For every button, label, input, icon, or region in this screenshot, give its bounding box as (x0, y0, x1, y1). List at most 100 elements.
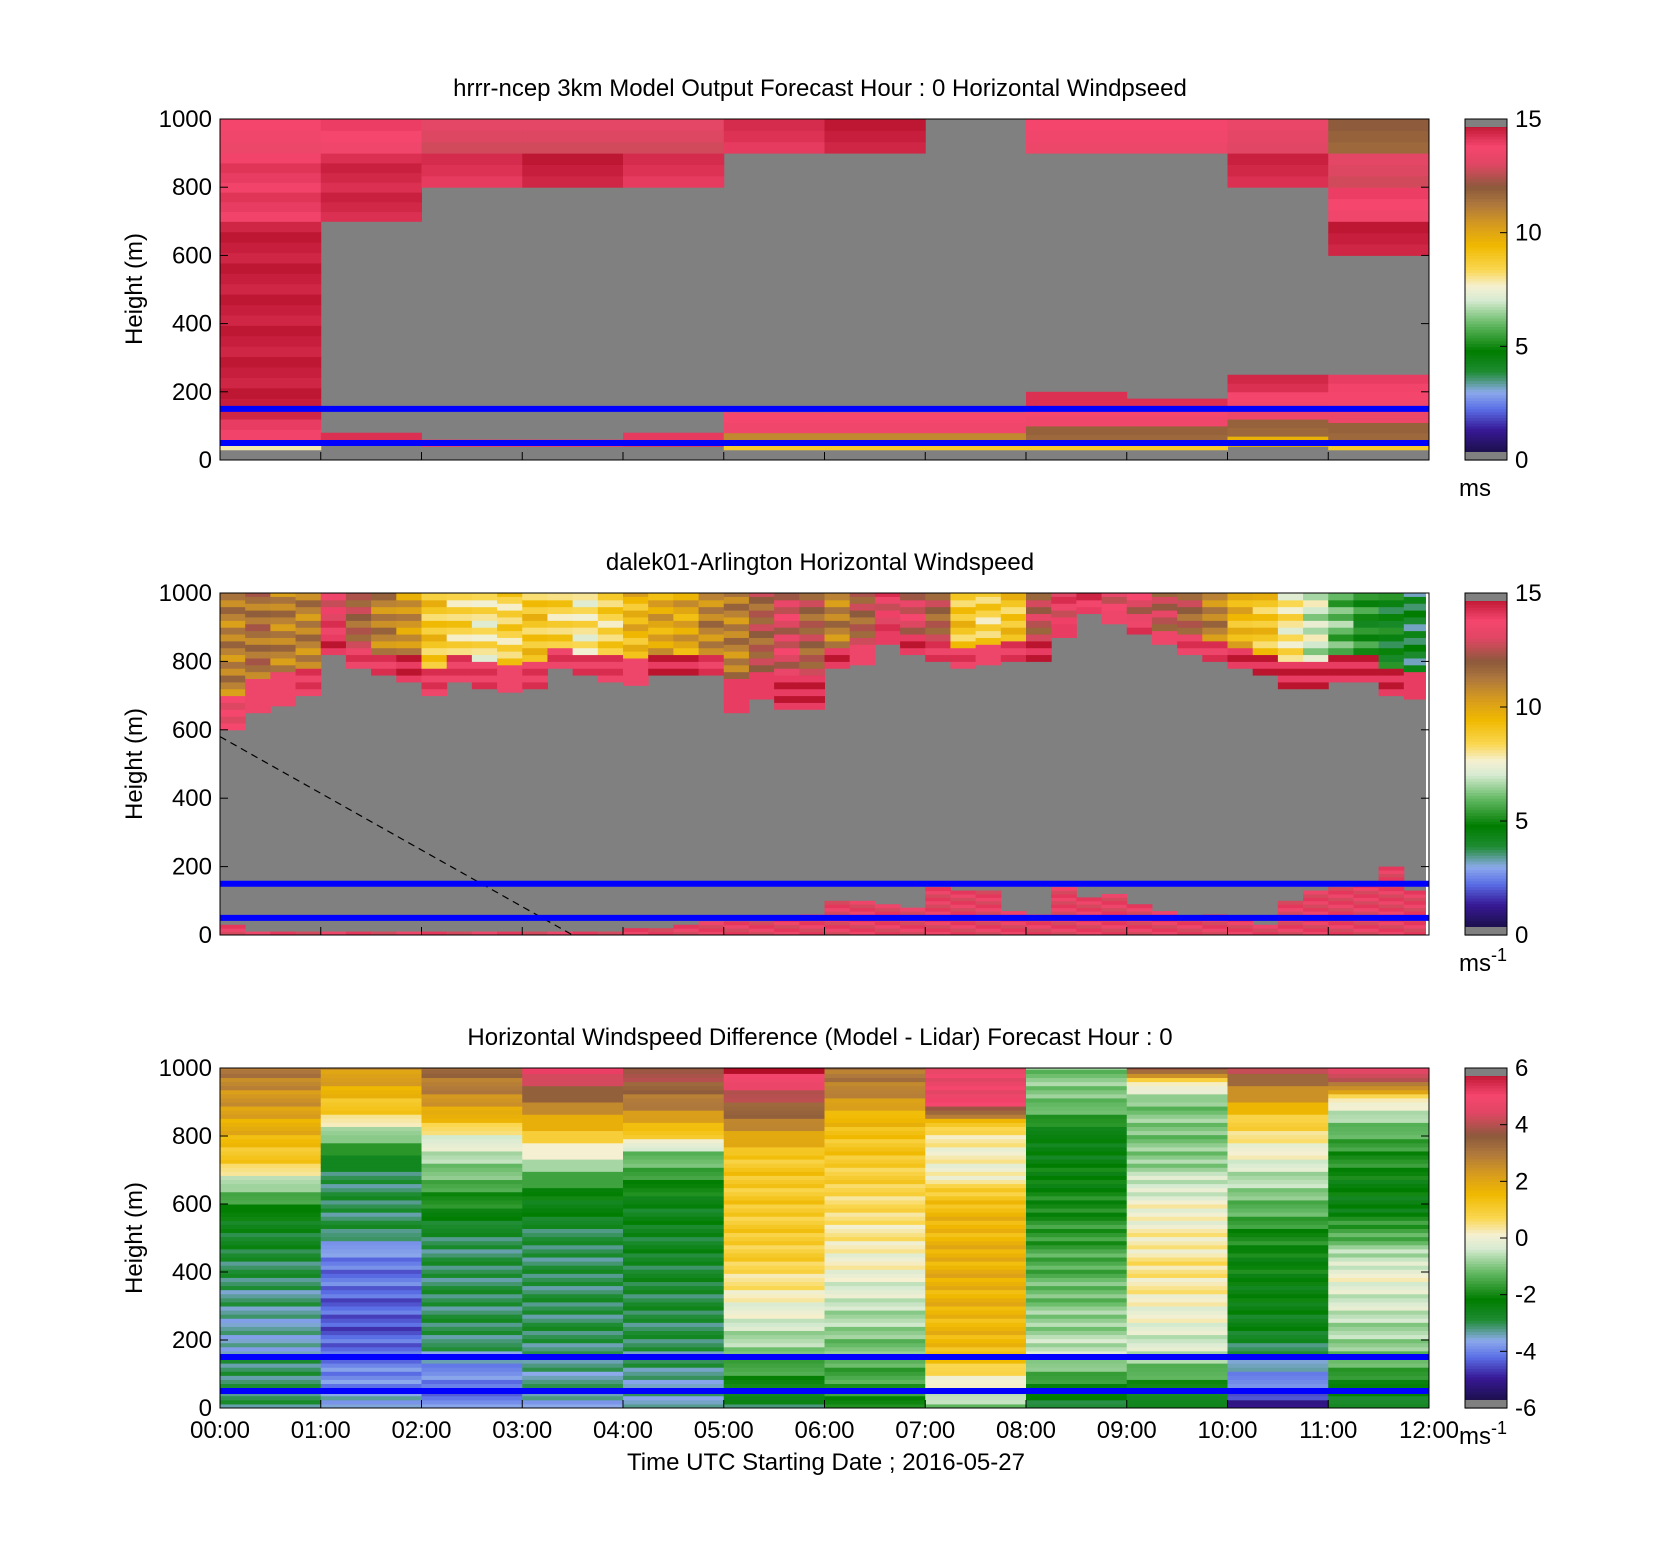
heatmap-cell (1403, 616, 1430, 625)
heatmap-cell (824, 1224, 926, 1229)
heatmap-cell (1076, 593, 1103, 601)
heatmap-cell (1076, 931, 1103, 936)
colorbar-swatch (1465, 1368, 1507, 1372)
heatmap-cell (1227, 1269, 1329, 1274)
heatmap-cell (1277, 681, 1304, 690)
heatmap-cell (1277, 900, 1304, 905)
heatmap-cell (220, 709, 246, 717)
heatmap-cell (1328, 647, 1354, 656)
y-tick-label: 200 (172, 379, 212, 406)
colorbar-swatch (1465, 792, 1507, 796)
heatmap-cell (1202, 931, 1228, 936)
heatmap-cell (421, 1106, 523, 1111)
heatmap-cell (320, 1183, 422, 1189)
heatmap-cell (220, 1142, 322, 1148)
heatmap-cell (1177, 627, 1203, 635)
heatmap-cell (748, 678, 775, 686)
heatmap-cell (1227, 383, 1329, 393)
heatmap-cell (1026, 1277, 1128, 1283)
heatmap-cell (1403, 904, 1430, 909)
heatmap-cell (1353, 887, 1380, 892)
heatmap-cell (1026, 1146, 1128, 1152)
heatmap-cell (270, 931, 297, 936)
heatmap-cell (824, 1367, 926, 1372)
heatmap-cell (471, 599, 498, 608)
heatmap-cell (1000, 928, 1027, 933)
heatmap-cell (421, 640, 448, 649)
colorbar-swatch (1465, 360, 1507, 364)
heatmap-cell (1227, 654, 1254, 662)
heatmap-cell (597, 668, 624, 676)
heatmap-cell (849, 924, 876, 929)
heatmap-cell (1126, 1167, 1228, 1172)
heatmap-cell (824, 1159, 926, 1164)
heatmap-cell (320, 1122, 422, 1127)
heatmap-cell (723, 1346, 825, 1352)
heatmap-cell (1353, 640, 1380, 649)
heatmap-cell (824, 1285, 926, 1291)
heatmap-cell (421, 1175, 523, 1181)
heatmap-cell (748, 644, 775, 652)
heatmap-cell (1277, 654, 1304, 662)
heatmap-cell (1126, 1187, 1228, 1193)
colorbar-swatch (1465, 440, 1507, 444)
heatmap-cell (1227, 1163, 1329, 1168)
heatmap-cell (723, 442, 825, 451)
heatmap-cell (1126, 1314, 1228, 1319)
colorbar-swatch (1465, 1187, 1507, 1191)
heatmap-cell (723, 1167, 825, 1172)
heatmap-cell (1227, 1081, 1329, 1087)
heatmap-cell (345, 634, 372, 642)
heatmap-cell (1026, 1399, 1128, 1405)
colorbar-swatch (1465, 1085, 1507, 1089)
heatmap-cell (1328, 1367, 1430, 1372)
heatmap-cell (623, 164, 725, 177)
heatmap-cell (371, 606, 397, 615)
colorbar-swatch (1465, 235, 1507, 239)
heatmap-cell (1252, 654, 1279, 662)
heatmap-cell (1328, 904, 1354, 909)
heatmap-cell (220, 419, 322, 430)
colorbar-swatch (1465, 1127, 1507, 1131)
heatmap-cell (270, 610, 297, 618)
heatmap-cell (320, 1379, 422, 1385)
colorbar-swatch (1465, 1093, 1507, 1097)
colorbar-swatch (1465, 1079, 1507, 1083)
heatmap-cell (748, 596, 775, 604)
heatmap-cell (421, 1114, 523, 1119)
heatmap-cell (421, 1248, 523, 1254)
heatmap-cell (1151, 911, 1178, 915)
heatmap-cell (1227, 1224, 1329, 1229)
heatmap-cell (1227, 1375, 1329, 1380)
heatmap-cell (522, 1081, 624, 1087)
heatmap-cell (522, 1146, 624, 1152)
heatmap-cell (774, 640, 800, 649)
heatmap-cell (698, 921, 725, 926)
heatmap-cell (723, 1379, 825, 1385)
heatmap-cell (270, 678, 297, 686)
heatmap-cell (497, 644, 523, 652)
heatmap-cell (220, 130, 322, 143)
heatmap-cell (1303, 897, 1329, 902)
heatmap-cell (320, 1289, 422, 1295)
heatmap-cell (245, 705, 271, 714)
colorbar-swatch (1465, 1289, 1507, 1293)
heatmap-cell (925, 1159, 1027, 1164)
colorbar-swatch (1465, 192, 1507, 197)
colorbar-swatch (1465, 843, 1507, 848)
heatmap-cell (220, 1244, 322, 1250)
colorbar-swatch (1465, 672, 1507, 677)
heatmap-cell (1126, 1289, 1228, 1295)
heatmap-cell (1227, 931, 1254, 936)
colorbar-swatch (1465, 1376, 1507, 1381)
heatmap-cell (824, 921, 851, 926)
heatmap-cell (1126, 1228, 1228, 1234)
heatmap-cell (220, 1118, 322, 1123)
heatmap-cell (925, 1114, 1027, 1119)
colorbar-swatch (1465, 1076, 1507, 1080)
heatmap-cell (925, 1273, 1027, 1278)
colorbar-swatch (1465, 369, 1507, 373)
heatmap-cell (1076, 900, 1103, 905)
heatmap-cell (824, 1236, 926, 1242)
heatmap-cell (396, 654, 422, 662)
